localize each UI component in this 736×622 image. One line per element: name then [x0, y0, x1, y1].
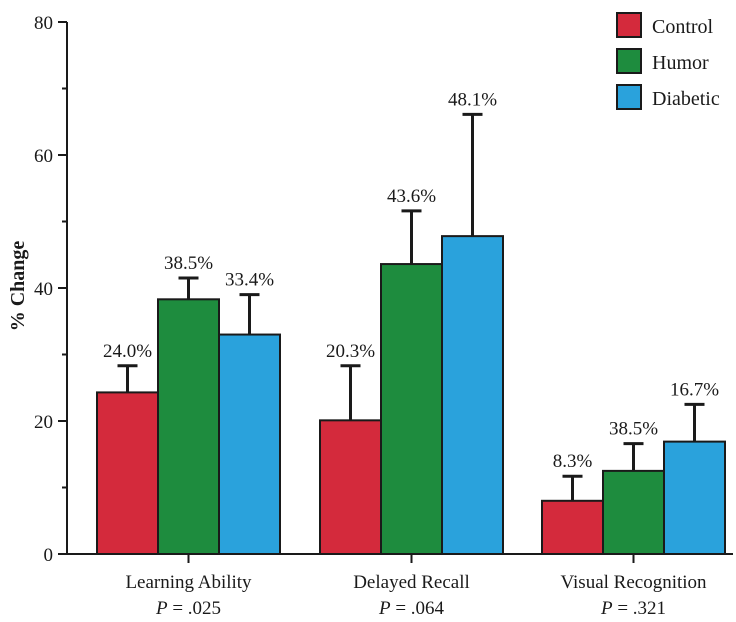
- p-value-label: P = .064: [378, 598, 445, 619]
- bar-control: [96, 391, 159, 555]
- p-value-label: P = .321: [600, 598, 666, 619]
- x-axis-labels: Learning Ability P = .025 Delayed Recall P …: [125, 554, 707, 619]
- bar-diabetic: [663, 440, 726, 555]
- data-label: 16.7%: [670, 379, 719, 400]
- legend-label-humor: Humor: [652, 52, 709, 74]
- x-category-label: Delayed Recall: [353, 572, 470, 593]
- legend-swatch-diabetic: [616, 84, 642, 110]
- legend-label-diabetic: Diabetic: [652, 88, 720, 110]
- y-tick-label: 60: [34, 146, 53, 167]
- legend-label-control: Control: [652, 16, 714, 38]
- data-label: 38.5%: [609, 419, 658, 440]
- data-label: 20.3%: [326, 341, 375, 362]
- bar-control: [541, 499, 604, 555]
- bar-control: [319, 419, 382, 555]
- legend-swatch-control: [616, 12, 642, 38]
- data-labels: 24.0% 38.5% 33.4% 20.3% 43.6% 48.1% 8.3% 38.5% 1…: [103, 89, 719, 472]
- y-axis-label: % Change: [7, 241, 29, 332]
- bar-humor: [157, 298, 220, 555]
- y-tick-label: 40: [34, 279, 53, 300]
- error-bars: [117, 112, 705, 501]
- data-label: 24.0%: [103, 341, 152, 362]
- x-category-label: Learning Ability: [125, 572, 252, 593]
- bar-humor: [602, 469, 665, 555]
- y-tick-label: 20: [34, 412, 53, 433]
- y-tick-label: 80: [34, 13, 53, 34]
- p-value-label: P = .025: [155, 598, 221, 619]
- bar-humor: [380, 263, 443, 555]
- data-label: 43.6%: [387, 186, 436, 207]
- bar-diabetic: [441, 235, 504, 555]
- data-label: 48.1%: [448, 89, 497, 110]
- x-category-label: Visual Recognition: [560, 572, 707, 593]
- bars: [96, 235, 726, 555]
- legend: Control Humor Diabetic: [616, 12, 720, 110]
- data-label: 8.3%: [553, 451, 593, 472]
- y-tick-label: 0: [44, 545, 54, 566]
- data-label: 33.4%: [225, 270, 274, 291]
- legend-swatch-humor: [616, 48, 642, 74]
- data-label: 38.5%: [164, 253, 213, 274]
- bar-diabetic: [218, 333, 281, 555]
